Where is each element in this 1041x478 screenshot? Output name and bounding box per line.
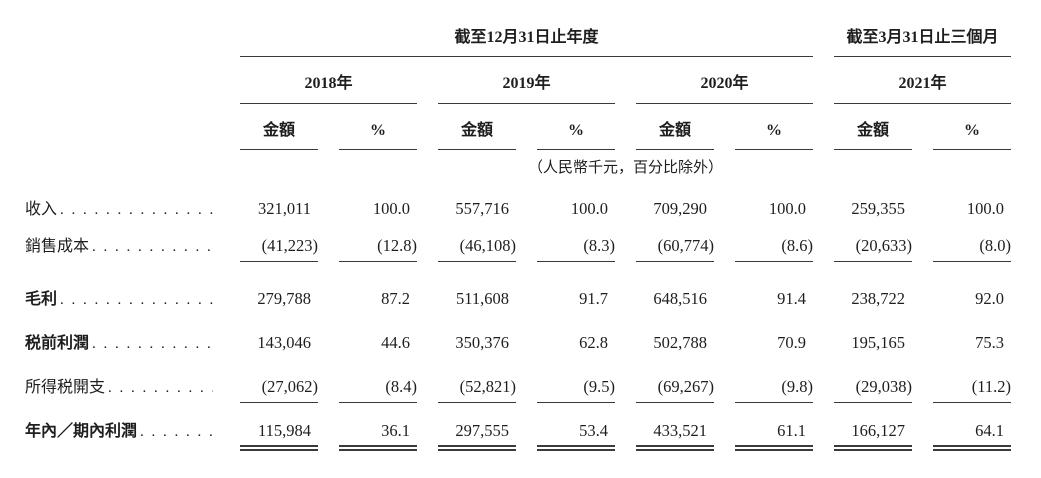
value-cell: 166,127	[834, 420, 912, 451]
units-note-row: （人民幣千元，百分比除外）	[0, 158, 1041, 178]
value-cell: (52,821)	[438, 376, 516, 403]
value-cell: (60,774)	[636, 235, 714, 262]
value-cell: 279,788	[257, 289, 311, 308]
value-cell: 61.1	[735, 420, 813, 451]
financial-summary-table: 截至12月31日止年度 截至3月31日止三個月 2018年 2019年 2020…	[0, 27, 1041, 451]
period-header-annual: 截至12月31日止年度	[240, 27, 813, 57]
row-label: 年內／期內利潤	[25, 423, 138, 440]
row-label: 收入	[25, 201, 58, 218]
column-header-percent: %	[339, 120, 417, 150]
value-cell: 648,516	[653, 289, 707, 308]
row-label-cell: 所得税開支. . . . . . . . . . . . . . . . . .…	[25, 377, 219, 399]
value-cell: 115,984	[240, 420, 318, 451]
value-cell: 87.2	[381, 289, 410, 308]
value-cell: 433,521	[636, 420, 714, 451]
column-header-amount: 金額	[834, 120, 912, 150]
value-cell: (46,108)	[438, 235, 516, 262]
row-label-cell: 税前利潤. . . . . . . . . . . . . . . . . . …	[25, 333, 219, 355]
dot-leader: . . . . . . . . . . . . . . . . . . . . …	[92, 336, 213, 352]
row-label: 毛利	[25, 291, 58, 308]
dot-leader: . . . . . . . . . . . . . . . . . . . . …	[108, 380, 213, 396]
value-cell: 511,608	[455, 289, 509, 308]
value-cell: 238,722	[851, 289, 905, 308]
value-cell: 557,716	[455, 199, 509, 218]
row-label: 税前利潤	[25, 335, 90, 352]
value-cell: (8.6)	[735, 235, 813, 262]
table-row: 銷售成本. . . . . . . . . . . . . . . . . . …	[0, 235, 1041, 262]
row-label: 銷售成本	[25, 238, 90, 255]
column-header-amount: 金額	[240, 120, 318, 150]
value-cell: 75.3	[975, 333, 1004, 352]
value-cell: (8.4)	[339, 376, 417, 403]
value-cell: 64.1	[933, 420, 1011, 451]
value-cell: (8.3)	[537, 235, 615, 262]
value-cell: 321,011	[257, 199, 311, 218]
value-cell: 100.0	[768, 199, 806, 218]
value-cell: 195,165	[851, 333, 905, 352]
value-cell: (11.2)	[933, 376, 1011, 403]
dot-leader: . . . . . . . . . . . . . . . . . . . . …	[60, 292, 213, 308]
value-cell: 70.9	[777, 333, 806, 352]
year-header-row: 2018年 2019年 2020年 2021年	[0, 73, 1041, 104]
value-cell: 143,046	[257, 333, 311, 352]
dot-leader: . . . . . . . . . . . . . . . . . . . . …	[140, 424, 213, 440]
column-header-row: 金額 % 金額 % 金額 % 金額 %	[0, 120, 1041, 150]
value-cell: 100.0	[372, 199, 410, 218]
value-cell: 91.7	[579, 289, 608, 308]
value-cell: (29,038)	[834, 376, 912, 403]
value-cell: 709,290	[653, 199, 707, 218]
value-cell: 297,555	[438, 420, 516, 451]
value-cell: (12.8)	[339, 235, 417, 262]
value-cell: (9.8)	[735, 376, 813, 403]
value-cell: (9.5)	[537, 376, 615, 403]
table-row: 收入. . . . . . . . . . . . . . . . . . . …	[0, 198, 1041, 221]
table-row: 所得税開支. . . . . . . . . . . . . . . . . .…	[0, 376, 1041, 403]
row-label-cell: 年內／期內利潤. . . . . . . . . . . . . . . . .…	[25, 421, 219, 443]
column-header-percent: %	[537, 120, 615, 150]
value-cell: 502,788	[653, 333, 707, 352]
dot-leader: . . . . . . . . . . . . . . . . . . . . …	[60, 202, 213, 218]
period-header-quarter: 截至3月31日止三個月	[834, 27, 1011, 57]
units-note: （人民幣千元，百分比除外）	[527, 160, 723, 176]
value-cell: 36.1	[339, 420, 417, 451]
value-cell: 62.8	[579, 333, 608, 352]
column-header-percent: %	[735, 120, 813, 150]
row-label-cell: 收入. . . . . . . . . . . . . . . . . . . …	[25, 199, 219, 221]
row-label-cell: 銷售成本. . . . . . . . . . . . . . . . . . …	[25, 236, 219, 258]
value-cell: (69,267)	[636, 376, 714, 403]
column-header-amount: 金額	[636, 120, 714, 150]
period-header-row: 截至12月31日止年度 截至3月31日止三個月	[0, 27, 1041, 57]
year-header-2020: 2020年	[636, 73, 813, 104]
table-row: 年內／期內利潤. . . . . . . . . . . . . . . . .…	[0, 420, 1041, 451]
value-cell: 100.0	[966, 199, 1004, 218]
value-cell: (8.0)	[933, 235, 1011, 262]
year-header-2018: 2018年	[240, 73, 417, 104]
value-cell: (41,223)	[240, 235, 318, 262]
column-header-percent: %	[933, 120, 1011, 150]
value-cell: (20,633)	[834, 235, 912, 262]
table-row: 税前利潤. . . . . . . . . . . . . . . . . . …	[0, 332, 1041, 355]
table-body: 收入. . . . . . . . . . . . . . . . . . . …	[0, 198, 1041, 451]
value-cell: 91.4	[777, 289, 806, 308]
row-label-cell: 毛利. . . . . . . . . . . . . . . . . . . …	[25, 289, 219, 311]
value-cell: 44.6	[381, 333, 410, 352]
row-label: 所得税開支	[25, 379, 106, 396]
column-header-amount: 金額	[438, 120, 516, 150]
value-cell: 100.0	[570, 199, 608, 218]
year-header-2021: 2021年	[834, 73, 1011, 104]
dot-leader: . . . . . . . . . . . . . . . . . . . . …	[92, 239, 213, 255]
value-cell: 259,355	[851, 199, 905, 218]
year-header-2019: 2019年	[438, 73, 615, 104]
table-row: 毛利. . . . . . . . . . . . . . . . . . . …	[0, 288, 1041, 311]
value-cell: 92.0	[975, 289, 1004, 308]
value-cell: (27,062)	[240, 376, 318, 403]
value-cell: 53.4	[537, 420, 615, 451]
value-cell: 350,376	[455, 333, 509, 352]
